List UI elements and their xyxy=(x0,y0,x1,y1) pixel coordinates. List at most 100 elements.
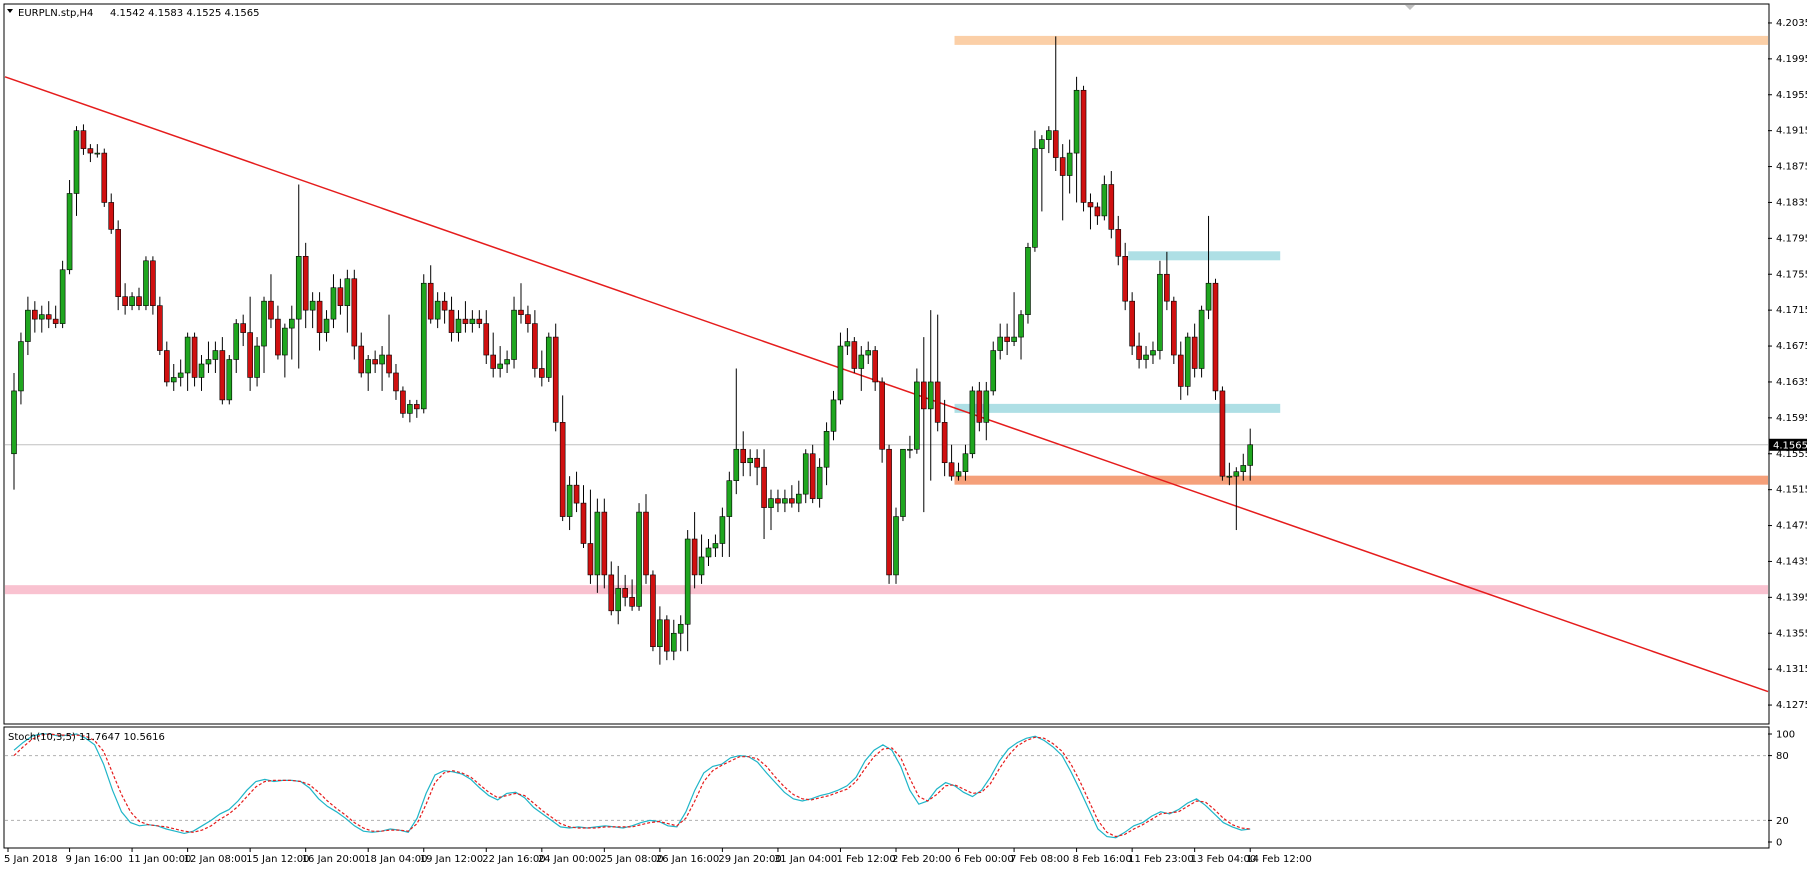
resistance-zone-top[interactable] xyxy=(954,35,1768,45)
candle xyxy=(441,292,448,324)
candle xyxy=(552,323,559,432)
candle xyxy=(476,310,483,329)
candle xyxy=(608,561,615,616)
candle xyxy=(372,350,378,373)
candle xyxy=(650,570,656,652)
candle xyxy=(129,292,135,311)
candle xyxy=(768,489,774,531)
candle xyxy=(525,305,531,333)
candle xyxy=(941,399,948,477)
time-tick-label: 12 Jan 08:00 xyxy=(184,854,247,865)
candle xyxy=(1240,453,1247,481)
candle xyxy=(233,319,240,373)
main-chart-frame xyxy=(3,3,1770,725)
candle xyxy=(101,148,108,207)
candle xyxy=(622,574,628,607)
candle xyxy=(587,489,594,584)
candle xyxy=(754,449,760,486)
candle xyxy=(94,144,101,158)
trendline[interactable] xyxy=(4,76,1769,693)
candle xyxy=(420,274,427,414)
candle xyxy=(108,193,115,234)
candle xyxy=(802,449,809,504)
candle xyxy=(427,265,434,324)
candle xyxy=(268,274,274,329)
stoch-main-line xyxy=(13,733,1251,839)
price-tick-label: 4.1635 xyxy=(1776,377,1807,388)
stoch-label: Stoch(10,3,5) 11.7647 10.5616 xyxy=(8,732,165,743)
price-tick-label: 4.1595 xyxy=(1776,413,1807,424)
time-tick-label: 19 Jan 12:00 xyxy=(420,854,483,865)
candle xyxy=(157,296,163,356)
candle xyxy=(1177,341,1184,400)
candle xyxy=(261,296,267,373)
time-tick-label: 8 Feb 16:00 xyxy=(1073,854,1132,865)
candle xyxy=(698,534,705,584)
time-tick-label: 5 Jan 2018 xyxy=(4,854,58,865)
candle xyxy=(1073,76,1080,203)
candle xyxy=(914,368,920,454)
candle xyxy=(143,256,149,311)
stochastic-indicator: 100 80 20 0 xyxy=(5,730,1795,849)
candle xyxy=(948,444,955,481)
candle xyxy=(1115,215,1122,266)
time-tick-label: 2 Feb 20:00 xyxy=(892,854,951,865)
candle xyxy=(254,337,260,387)
time-tick-label: 6 Feb 00:00 xyxy=(955,854,1014,865)
candle xyxy=(170,364,177,391)
candle xyxy=(1046,126,1052,154)
candle xyxy=(205,341,212,373)
candle xyxy=(539,350,545,387)
candle xyxy=(483,310,490,364)
resistance-zone-upper[interactable] xyxy=(1128,251,1281,261)
candle xyxy=(226,355,233,405)
candle xyxy=(893,507,899,584)
candle xyxy=(275,305,281,360)
candle xyxy=(1157,260,1163,360)
candle xyxy=(38,305,45,333)
price-tick-label: 4.2035 xyxy=(1776,18,1807,29)
price-tick-label: 4.1395 xyxy=(1776,592,1807,603)
candle xyxy=(80,124,87,155)
candle xyxy=(163,341,170,387)
candle xyxy=(1108,171,1115,239)
candle xyxy=(1219,386,1226,481)
candle xyxy=(1018,310,1024,360)
candle xyxy=(775,489,781,513)
candle xyxy=(351,269,358,360)
support-zone-low[interactable] xyxy=(5,585,1768,595)
candle xyxy=(358,332,365,378)
price-tick-label: 4.1315 xyxy=(1776,664,1807,675)
candle xyxy=(1150,341,1156,364)
price-tick-label: 4.1795 xyxy=(1776,233,1807,244)
price-tick-label: 4.1275 xyxy=(1776,700,1807,711)
candle xyxy=(636,503,642,611)
candle xyxy=(740,431,747,477)
candle xyxy=(1191,323,1198,378)
candle xyxy=(344,269,351,333)
price-axis: 4.2035 4.1995 4.1955 4.1915 4.1875 4.1835 4.17… xyxy=(1768,18,1807,711)
candle xyxy=(136,287,142,311)
support-zone-current[interactable] xyxy=(954,475,1768,485)
candle xyxy=(789,485,795,508)
triangle-down-icon[interactable] xyxy=(7,9,13,13)
candle xyxy=(504,350,510,373)
time-tick-label: 16 Jan 20:00 xyxy=(302,854,365,865)
chart-shift-marker[interactable] xyxy=(1405,5,1415,10)
support-zone-mid[interactable] xyxy=(954,403,1281,413)
candle xyxy=(1059,144,1066,221)
candle xyxy=(1101,175,1108,221)
time-tick-label: 18 Jan 04:00 xyxy=(364,854,427,865)
price-tick-label: 4.1435 xyxy=(1776,556,1807,567)
candle xyxy=(302,242,309,329)
candle xyxy=(414,399,420,418)
candle xyxy=(386,314,392,378)
time-tick-label: 22 Jan 16:00 xyxy=(482,854,545,865)
candle xyxy=(809,444,816,504)
time-tick-label: 7 Feb 08:00 xyxy=(1010,854,1069,865)
candle xyxy=(580,485,587,548)
candle xyxy=(282,323,288,378)
candle xyxy=(1094,202,1101,225)
